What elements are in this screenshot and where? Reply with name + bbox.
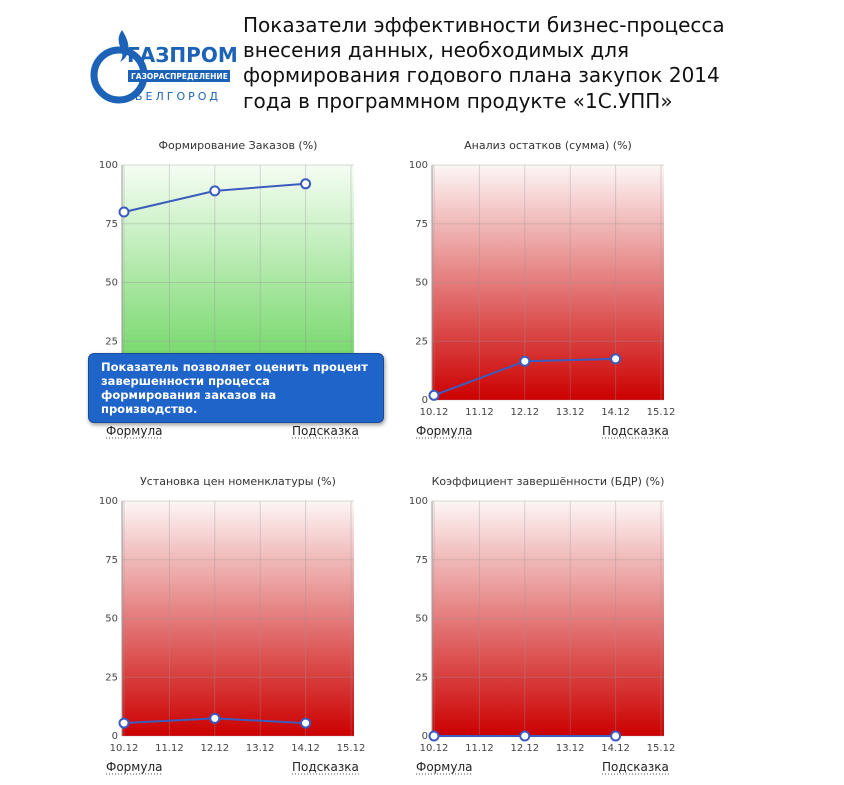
- link[interactable]: Подсказка: [602, 424, 669, 438]
- data-point: [300, 178, 312, 190]
- x-tick-label: 13.12: [556, 407, 585, 418]
- x-tick-label: 14.12: [601, 743, 630, 754]
- y-tick-label: 50: [105, 278, 118, 289]
- y-tick-label: 75: [105, 219, 118, 230]
- y-tick-label: 75: [415, 219, 428, 230]
- x-tick-label: 11.12: [465, 407, 494, 418]
- x-tick-label: 15.12: [647, 407, 676, 418]
- y-tick-label: 0: [112, 731, 118, 742]
- title-line: формирования годового плана закупок 2014: [243, 63, 720, 87]
- logo: ГАЗПРОМ ГАЗОРАСПРЕДЕЛЕНИЕ БЕЛГОРОД: [90, 30, 238, 104]
- y-tick-label: 25: [415, 336, 428, 347]
- x-tick-label: 13.12: [246, 743, 275, 754]
- link[interactable]: Подсказка: [602, 760, 669, 774]
- data-point: [209, 185, 221, 197]
- y-tick-label: 25: [105, 336, 118, 347]
- data-point: [300, 717, 312, 729]
- data-point: [428, 730, 440, 742]
- y-tick-label: 50: [105, 614, 118, 625]
- y-tick-label: 50: [415, 614, 428, 625]
- y-tick-label: 0: [422, 731, 428, 742]
- plot-area: [432, 501, 664, 736]
- x-tick-label: 10.12: [420, 407, 449, 418]
- logo-city: БЕЛГОРОД: [135, 90, 221, 103]
- data-point: [610, 353, 622, 365]
- chart-title: Анализ остатков (сумма) (%): [464, 139, 632, 152]
- data-point: [118, 717, 130, 729]
- link[interactable]: Подсказка: [292, 760, 359, 774]
- title-line: Показатели эффективности бизнес-процесса: [243, 13, 725, 37]
- x-tick-label: 10.12: [110, 743, 139, 754]
- x-tick-label: 13.12: [556, 743, 585, 754]
- chart-title: Установка цен номенклатуры (%): [140, 475, 336, 488]
- logo-brand: ГАЗПРОМ: [127, 43, 238, 67]
- title-line: года в программном продукте «1С.УПП»: [243, 89, 673, 113]
- logo-sub: ГАЗОРАСПРЕДЕЛЕНИЕ: [131, 72, 228, 81]
- y-tick-label: 25: [105, 672, 118, 683]
- y-tick-label: 75: [415, 555, 428, 566]
- link[interactable]: Формула: [106, 760, 162, 774]
- y-tick-label: 100: [409, 160, 428, 171]
- y-tick-label: 50: [415, 278, 428, 289]
- y-tick-label: 100: [99, 160, 118, 171]
- x-tick-label: 15.12: [337, 743, 366, 754]
- data-point: [118, 206, 130, 218]
- x-tick-label: 14.12: [291, 743, 320, 754]
- x-tick-label: 15.12: [647, 743, 676, 754]
- y-tick-label: 25: [415, 672, 428, 683]
- data-point: [610, 730, 622, 742]
- x-tick-label: 12.12: [510, 407, 539, 418]
- y-tick-label: 100: [409, 496, 428, 507]
- x-tick-label: 11.12: [465, 743, 494, 754]
- data-point: [519, 730, 531, 742]
- link[interactable]: Формула: [416, 760, 472, 774]
- logo-band: [128, 70, 230, 82]
- tooltip: Показатель позволяет оценить процент зав…: [88, 353, 384, 423]
- y-tick-label: 75: [105, 555, 118, 566]
- link[interactable]: Подсказка: [292, 424, 359, 438]
- chart-title: Формирование Заказов (%): [159, 139, 318, 152]
- plot-area: [122, 501, 354, 736]
- link[interactable]: Формула: [106, 424, 162, 438]
- y-tick-label: 0: [422, 395, 428, 406]
- chart-title: Коэффициент завершённости (БДР) (%): [432, 475, 665, 488]
- data-point: [428, 389, 440, 401]
- link[interactable]: Формула: [416, 424, 472, 438]
- title-line: внесения данных, необходимых для: [243, 38, 629, 62]
- x-tick-label: 11.12: [155, 743, 184, 754]
- x-tick-label: 10.12: [420, 743, 449, 754]
- x-tick-label: 14.12: [601, 407, 630, 418]
- x-tick-label: 12.12: [200, 743, 229, 754]
- x-tick-label: 12.12: [510, 743, 539, 754]
- data-point: [209, 712, 221, 724]
- y-tick-label: 100: [99, 496, 118, 507]
- data-point: [519, 355, 531, 367]
